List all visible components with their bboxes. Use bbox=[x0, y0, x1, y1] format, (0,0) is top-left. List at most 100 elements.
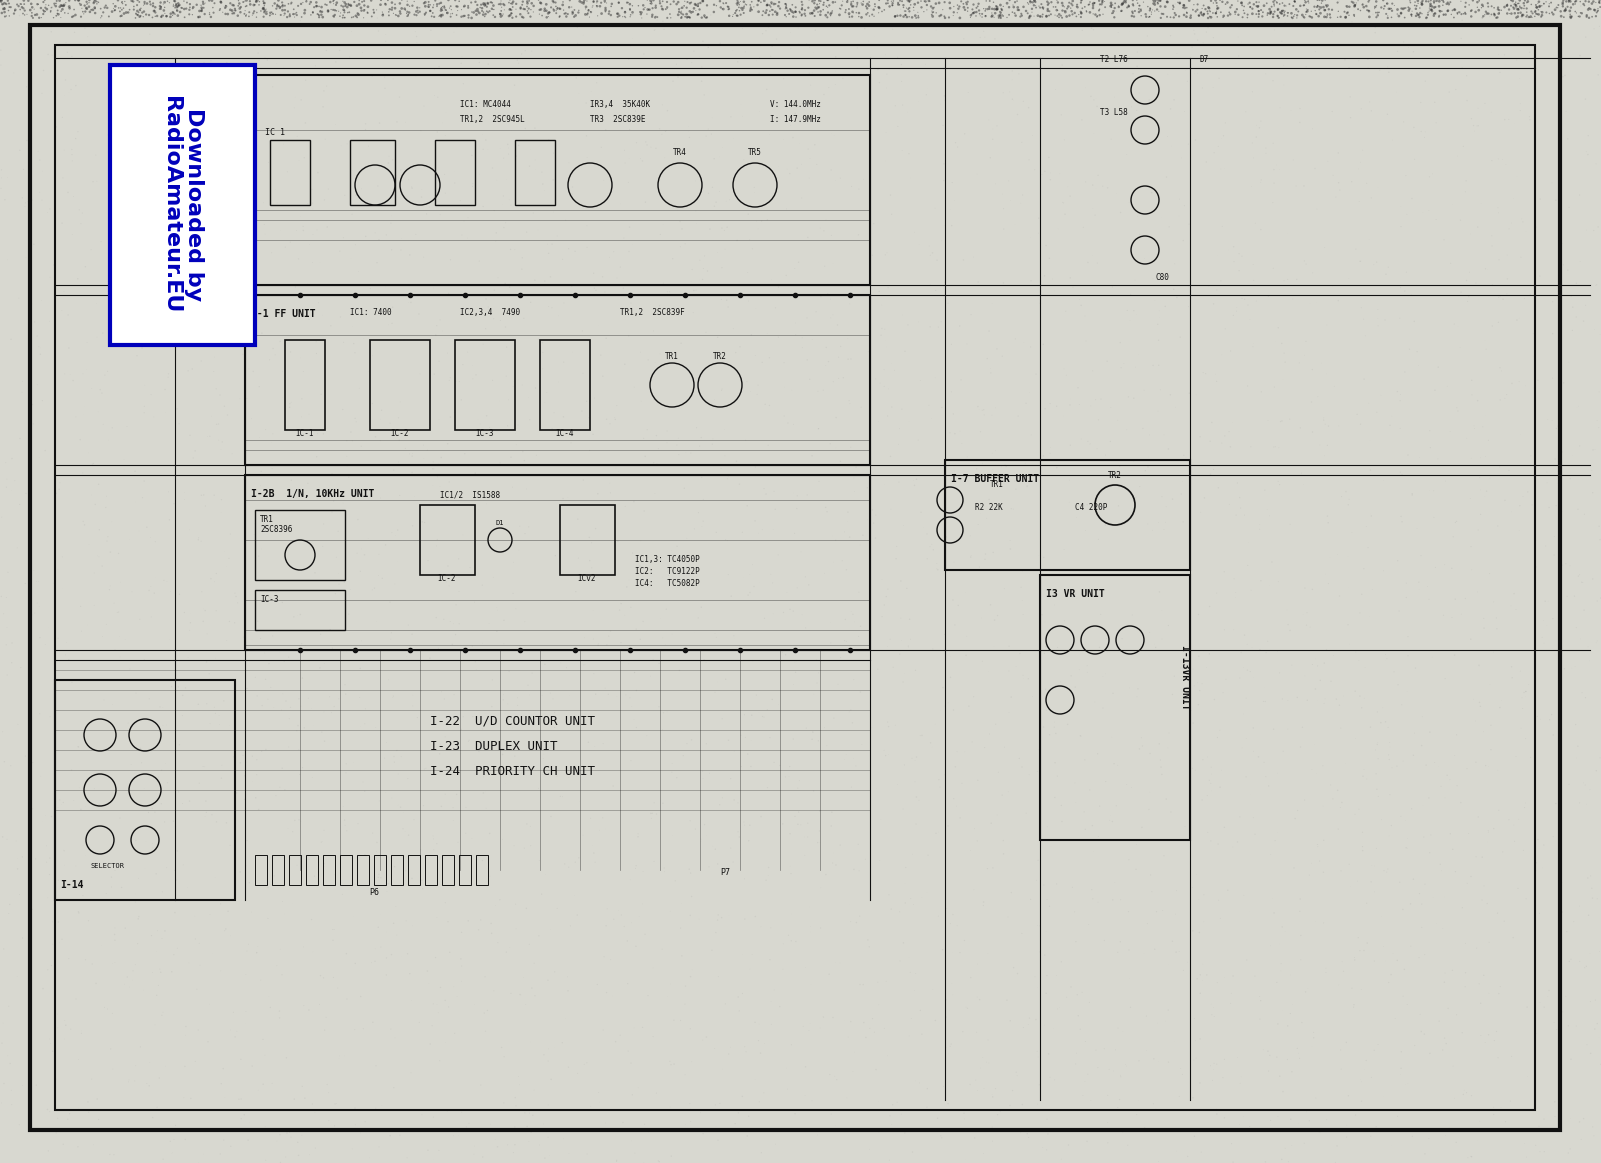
Point bbox=[576, 0, 602, 19]
Point bbox=[964, 165, 989, 184]
Point bbox=[178, 605, 203, 623]
Point bbox=[941, 3, 967, 22]
Point bbox=[288, 487, 314, 506]
Point bbox=[1574, 957, 1599, 976]
Point bbox=[767, 0, 792, 17]
Point bbox=[1412, 946, 1438, 964]
Point bbox=[762, 754, 788, 772]
Point bbox=[903, 815, 929, 834]
Point bbox=[1452, 934, 1478, 952]
Point bbox=[195, 427, 221, 445]
Point bbox=[810, 380, 836, 399]
Bar bbox=[424, 855, 437, 885]
Point bbox=[1454, 91, 1479, 109]
Point bbox=[467, 94, 493, 113]
Point bbox=[1026, 741, 1052, 759]
Point bbox=[322, 1116, 347, 1135]
Point bbox=[149, 0, 175, 19]
Point bbox=[82, 819, 107, 837]
Point bbox=[644, 805, 669, 823]
Point bbox=[1009, 925, 1034, 943]
Point bbox=[818, 435, 844, 454]
Point bbox=[1121, 3, 1146, 22]
Point bbox=[1202, 3, 1228, 22]
Point bbox=[869, 570, 895, 588]
Point bbox=[783, 652, 809, 671]
Point bbox=[445, 739, 471, 757]
Text: I-23  DUPLEX UNIT: I-23 DUPLEX UNIT bbox=[431, 740, 557, 752]
Point bbox=[1503, 748, 1529, 766]
Point bbox=[556, 1058, 581, 1077]
Point bbox=[1146, 0, 1172, 10]
Point bbox=[839, 714, 865, 733]
Point bbox=[299, 180, 325, 199]
Point bbox=[841, 0, 866, 10]
Point bbox=[1162, 398, 1188, 416]
Point bbox=[551, 407, 576, 426]
Point bbox=[959, 0, 985, 19]
Point bbox=[343, 413, 368, 431]
Point bbox=[403, 226, 429, 244]
Point bbox=[1511, 0, 1537, 9]
Point bbox=[78, 486, 104, 505]
Point bbox=[1452, 183, 1478, 201]
Point bbox=[1017, 384, 1042, 402]
Point bbox=[1465, 0, 1491, 12]
Point bbox=[463, 1, 488, 20]
Point bbox=[1132, 249, 1158, 267]
Point bbox=[1167, 0, 1193, 13]
Point bbox=[74, 361, 99, 379]
Point bbox=[245, 44, 271, 63]
Point bbox=[45, 71, 70, 90]
Point bbox=[1452, 5, 1478, 23]
Point bbox=[259, 78, 285, 97]
Point bbox=[879, 398, 905, 416]
Point bbox=[1486, 204, 1511, 222]
Point bbox=[1287, 0, 1313, 15]
Point bbox=[202, 572, 227, 591]
Point bbox=[820, 255, 845, 273]
Point bbox=[1326, 782, 1351, 800]
Point bbox=[941, 700, 967, 719]
Point bbox=[647, 297, 672, 315]
Point bbox=[799, 3, 825, 22]
Point bbox=[592, 1, 618, 20]
Point bbox=[0, 0, 16, 19]
Point bbox=[970, 652, 996, 671]
Point bbox=[1087, 638, 1113, 657]
Point bbox=[1519, 8, 1545, 27]
Point bbox=[138, 0, 163, 10]
Point bbox=[792, 7, 818, 26]
Point bbox=[1005, 1, 1031, 20]
Point bbox=[653, 0, 679, 19]
Point bbox=[91, 0, 117, 16]
Point bbox=[1206, 891, 1231, 909]
Point bbox=[602, 411, 628, 429]
Point bbox=[488, 0, 514, 13]
Point bbox=[509, 249, 535, 267]
Point bbox=[455, 343, 480, 362]
Point bbox=[1220, 306, 1246, 324]
Point bbox=[732, 0, 757, 12]
Point bbox=[969, 5, 994, 23]
Point bbox=[690, 1125, 716, 1143]
Point bbox=[142, 1, 168, 20]
Point bbox=[884, 537, 909, 556]
Point bbox=[618, 294, 644, 313]
Point bbox=[125, 6, 150, 24]
Point bbox=[331, 811, 357, 829]
Point bbox=[269, 759, 295, 778]
Point bbox=[1492, 45, 1518, 64]
Point bbox=[1486, 5, 1511, 23]
Point bbox=[844, 0, 869, 16]
Point bbox=[1109, 0, 1135, 13]
Point bbox=[131, 472, 157, 491]
Point bbox=[35, 889, 61, 907]
Point bbox=[376, 154, 402, 172]
Point bbox=[540, 235, 565, 254]
Point bbox=[237, 451, 263, 470]
Point bbox=[1169, 149, 1194, 167]
Point bbox=[176, 954, 202, 972]
Point bbox=[535, 1128, 560, 1147]
Point bbox=[125, 1, 150, 20]
